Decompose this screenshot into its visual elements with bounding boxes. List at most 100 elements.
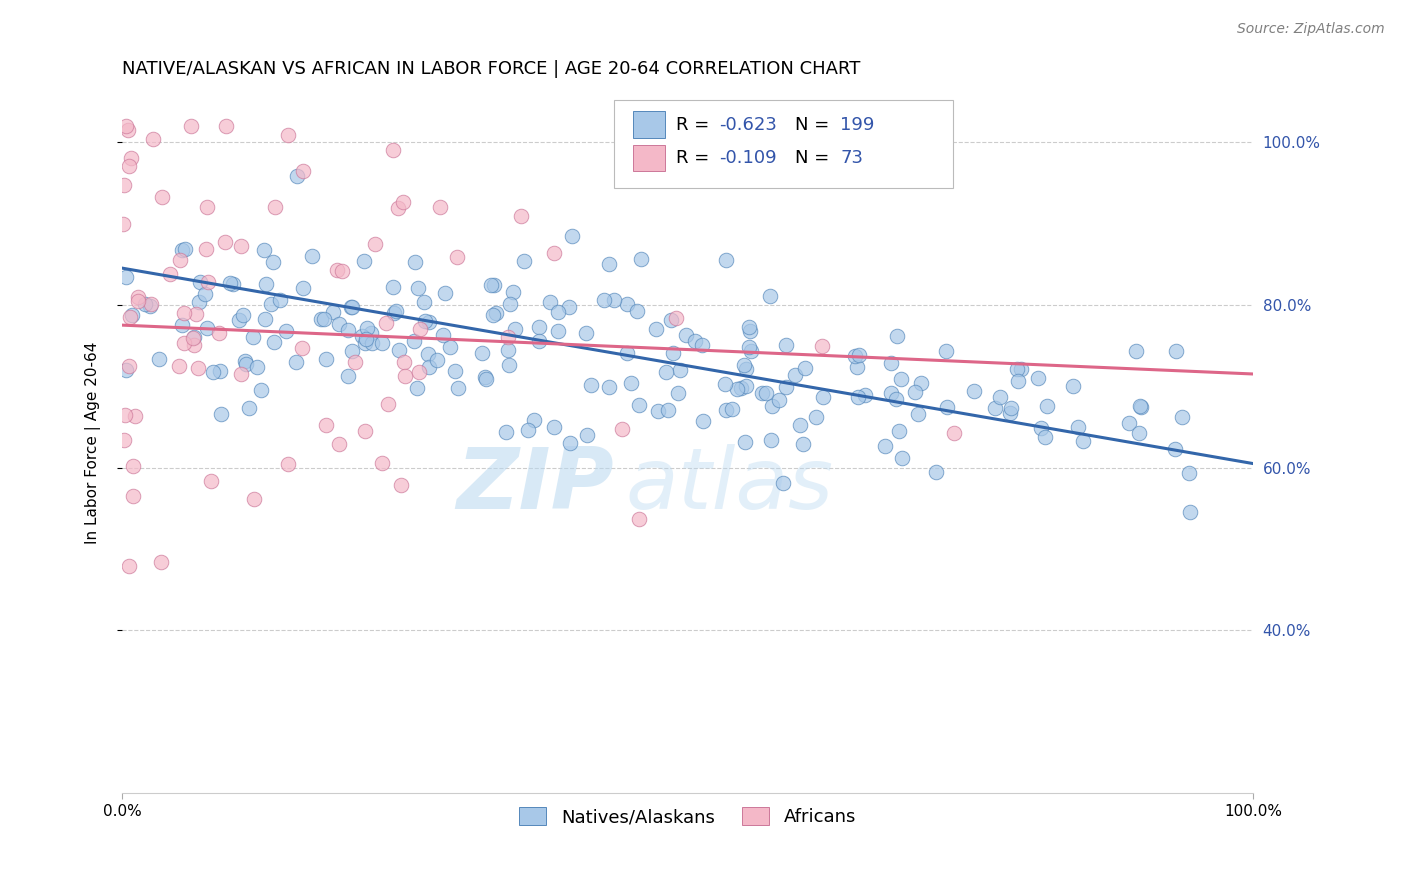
- Point: [169, 252, 191, 267]
- Point: [988, 390, 1011, 404]
- Point: [547, 324, 569, 338]
- Text: R =: R =: [676, 149, 716, 167]
- Text: atlas: atlas: [626, 443, 834, 526]
- Text: 73: 73: [841, 149, 863, 167]
- Point: [603, 293, 626, 308]
- Text: N =: N =: [794, 149, 835, 167]
- Point: [886, 329, 908, 343]
- Text: NATIVE/ALASKAN VS AFRICAN IN LABOR FORCE | AGE 20-64 CORRELATION CHART: NATIVE/ALASKAN VS AFRICAN IN LABOR FORCE…: [122, 60, 860, 78]
- Point: [1129, 399, 1152, 413]
- Point: [406, 381, 429, 395]
- Point: [647, 404, 669, 418]
- Point: [721, 401, 744, 416]
- Point: [447, 381, 470, 395]
- Point: [377, 397, 399, 411]
- Point: [811, 390, 834, 404]
- Point: [426, 352, 449, 367]
- Point: [232, 308, 254, 322]
- Point: [592, 293, 614, 308]
- Point: [598, 379, 620, 393]
- Point: [879, 356, 901, 370]
- Point: [194, 242, 217, 256]
- Point: [627, 398, 650, 412]
- Point: [735, 379, 758, 393]
- Point: [188, 275, 211, 289]
- Point: [1125, 344, 1147, 359]
- Point: [662, 345, 685, 359]
- Point: [761, 400, 783, 414]
- Point: [499, 297, 522, 311]
- Point: [354, 335, 377, 350]
- Point: [207, 326, 229, 341]
- Point: [118, 359, 141, 373]
- Point: [260, 296, 283, 310]
- Point: [418, 360, 440, 375]
- Point: [387, 201, 409, 215]
- Point: [172, 243, 194, 257]
- Point: [219, 276, 242, 290]
- Point: [385, 304, 408, 318]
- Point: [402, 334, 425, 349]
- Point: [342, 344, 364, 359]
- Point: [936, 401, 959, 415]
- Text: -0.109: -0.109: [720, 149, 778, 167]
- Point: [375, 316, 398, 330]
- Point: [474, 372, 496, 386]
- Point: [370, 336, 392, 351]
- Point: [558, 436, 581, 450]
- Point: [517, 423, 540, 437]
- Point: [1007, 374, 1029, 388]
- Point: [543, 419, 565, 434]
- Point: [195, 321, 218, 335]
- Point: [471, 346, 494, 360]
- Point: [340, 301, 363, 315]
- Point: [277, 128, 299, 142]
- Point: [174, 243, 197, 257]
- Point: [792, 437, 814, 451]
- Point: [505, 321, 527, 335]
- Point: [115, 269, 138, 284]
- Point: [184, 307, 207, 321]
- Point: [353, 253, 375, 268]
- Point: [924, 465, 946, 479]
- Point: [127, 294, 149, 309]
- Point: [214, 235, 236, 249]
- Point: [408, 365, 430, 379]
- Point: [725, 383, 748, 397]
- Point: [755, 385, 778, 400]
- Point: [772, 475, 794, 490]
- Point: [665, 310, 688, 325]
- Point: [1073, 434, 1095, 448]
- Point: [1128, 426, 1150, 441]
- Point: [439, 340, 461, 354]
- Point: [337, 323, 360, 337]
- Point: [657, 403, 679, 417]
- Point: [666, 385, 689, 400]
- Point: [962, 384, 984, 398]
- Point: [1067, 420, 1090, 434]
- Point: [121, 458, 143, 473]
- Point: [616, 346, 638, 360]
- Point: [1118, 416, 1140, 430]
- Point: [242, 329, 264, 343]
- Point: [322, 305, 344, 319]
- Point: [118, 159, 141, 173]
- Point: [292, 281, 315, 295]
- Point: [361, 335, 384, 350]
- Point: [120, 151, 142, 165]
- Point: [880, 386, 903, 401]
- Point: [714, 403, 737, 417]
- Point: [233, 354, 256, 368]
- Point: [432, 327, 454, 342]
- Point: [118, 559, 141, 574]
- Point: [222, 277, 245, 291]
- Point: [336, 369, 359, 384]
- Point: [409, 322, 432, 336]
- Point: [1164, 442, 1187, 457]
- Point: [159, 267, 181, 281]
- Point: [215, 119, 238, 133]
- Point: [1129, 400, 1152, 414]
- Point: [844, 350, 866, 364]
- Point: [291, 341, 314, 355]
- Point: [187, 294, 209, 309]
